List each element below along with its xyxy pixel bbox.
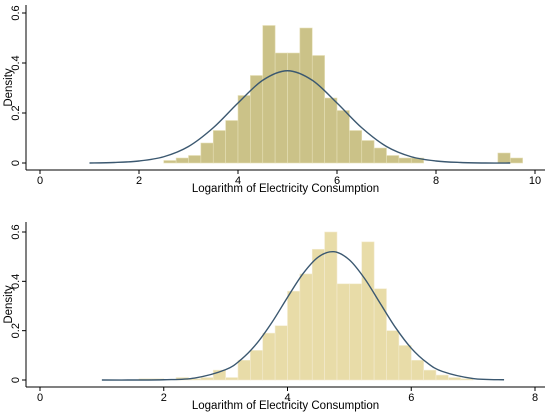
- x-tick-label: 8: [532, 392, 538, 404]
- x-tick-label: 2: [161, 392, 167, 404]
- bar: [435, 374, 449, 381]
- x-tick-label: 10: [529, 175, 541, 187]
- bar: [497, 152, 511, 164]
- bar: [311, 248, 325, 381]
- x-tick-label: 0: [37, 392, 43, 404]
- density-curve: [89, 70, 511, 164]
- bar: [299, 273, 313, 381]
- bar: [336, 283, 350, 381]
- bar: [225, 120, 239, 164]
- bar: [212, 130, 226, 164]
- bar: [262, 332, 276, 381]
- y-tick-label: 0.2: [10, 105, 22, 120]
- x-tick-label: 4: [284, 392, 290, 404]
- y-tick-label: 0.4: [10, 55, 22, 70]
- y-tick-label: 0.6: [10, 5, 22, 20]
- y-tick-label: 0.6: [10, 224, 22, 239]
- y-tick-label: 0: [10, 160, 22, 166]
- bar: [200, 377, 214, 381]
- bar: [175, 157, 189, 164]
- y-tick-label: 0.2: [10, 323, 22, 338]
- bar: [410, 359, 424, 381]
- bar: [336, 110, 350, 164]
- bar: [386, 330, 400, 381]
- y-axis-label: Density: [3, 68, 15, 107]
- bar: [274, 52, 288, 164]
- bar: [287, 52, 301, 164]
- y-axis-label: Density: [3, 285, 15, 324]
- bar: [237, 95, 251, 164]
- y-tick-label: 0: [10, 377, 22, 383]
- bar: [274, 325, 288, 381]
- bar: [250, 350, 264, 381]
- x-axis-label: Logarithm of Electricity Consumption: [192, 183, 379, 195]
- x-tick-label: 2: [136, 175, 142, 187]
- bar: [373, 147, 387, 164]
- bar: [423, 369, 437, 381]
- x-tick-label: 4: [235, 175, 241, 187]
- bar: [324, 97, 338, 164]
- density-curve: [101, 250, 505, 381]
- bar: [299, 27, 313, 164]
- x-tick-label: 8: [433, 175, 439, 187]
- bar: [311, 55, 325, 164]
- bar: [509, 157, 523, 164]
- chart: 0 0.2 0.4 0.6 0 2 4 6 8 10 Logarithm of Electricit…: [3, 5, 545, 195]
- x-tick-label: 0: [37, 175, 43, 187]
- x-tick-label: 6: [408, 392, 414, 404]
- bar: [262, 25, 276, 164]
- bar: [386, 155, 400, 164]
- bar: [349, 130, 363, 164]
- bar: [237, 359, 251, 381]
- x-tick-label: 6: [334, 175, 340, 187]
- bar: [361, 140, 375, 164]
- bar: [212, 369, 226, 381]
- bar: [349, 283, 363, 381]
- bar: [163, 160, 177, 164]
- bar: [398, 345, 412, 381]
- bar: [200, 142, 214, 164]
- bar: [324, 231, 338, 381]
- chart: 0 0.2 0.4 0.6 0 2 4 6 8 Logarithm of Electricity …: [3, 222, 545, 412]
- bar: [225, 377, 239, 381]
- bar: [287, 290, 301, 381]
- bar: [361, 241, 375, 381]
- bar: [398, 157, 412, 164]
- bar: [448, 377, 462, 381]
- bar: [188, 155, 202, 164]
- y-tick-label: 0.4: [10, 274, 22, 289]
- x-axis-label: Logarithm of Electricity Consumption: [192, 400, 379, 412]
- bar: [460, 378, 474, 381]
